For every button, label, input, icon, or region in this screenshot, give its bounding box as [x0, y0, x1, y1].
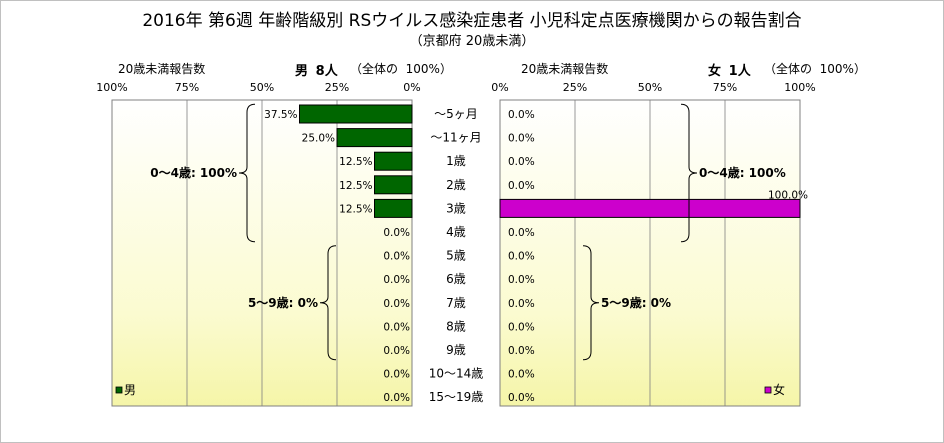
category-label: 9歳	[446, 343, 466, 357]
female-data-label: 0.0%	[508, 227, 535, 239]
male-group-label: 5～9歳: 0%	[248, 295, 318, 310]
left-tick-label: 50%	[250, 81, 274, 94]
category-label: 3歳	[446, 201, 466, 215]
male-group-brace	[238, 103, 256, 243]
right-tick-label: 0%	[491, 81, 508, 94]
male-data-label: 0.0%	[383, 345, 410, 357]
right-header-total-pct: 100%）	[819, 62, 866, 76]
male-group-brace	[319, 245, 337, 361]
female-data-label: 0.0%	[508, 321, 535, 333]
male-bar	[336, 128, 413, 148]
right-tick-label: 100%	[784, 81, 815, 94]
right-header-label: 20歳未満報告数	[521, 62, 609, 76]
left-header-total: （全体の 100%）	[350, 60, 452, 77]
female-data-label: 0.0%	[508, 133, 535, 145]
male-legend-label: 男	[124, 383, 136, 397]
right-tick-label: 50%	[638, 81, 662, 94]
category-label: 15～19歳	[429, 390, 484, 404]
female-group-brace	[582, 245, 600, 361]
category-label: 6歳	[446, 272, 466, 286]
chart-title: 2016年 第6週 年齢階級別 RSウイルス感染症患者 小児科定点医療機関からの…	[142, 11, 802, 31]
female-data-label: 0.0%	[508, 345, 535, 357]
left-tick-label: 100%	[96, 81, 127, 94]
male-bar	[374, 175, 413, 195]
male-data-label: 12.5%	[339, 180, 372, 192]
left-header-total-note: （全体の	[350, 62, 399, 76]
female-data-label: 0.0%	[508, 369, 535, 381]
category-label: 1歳	[446, 154, 466, 168]
category-label: 2歳	[446, 178, 466, 192]
female-data-label: 0.0%	[508, 109, 535, 121]
right-header-total: （全体の 100%）	[764, 60, 866, 77]
left-tick-label: 0%	[403, 81, 420, 94]
category-label: ～11ヶ月	[430, 131, 481, 145]
male-data-label: 12.5%	[339, 203, 372, 215]
category-label: 7歳	[446, 296, 466, 310]
female-data-label: 0.0%	[508, 180, 535, 192]
right-tick-label: 75%	[713, 81, 737, 94]
male-data-label: 25.0%	[302, 133, 335, 145]
female-data-label: 0.0%	[508, 251, 535, 263]
category-label: 5歳	[446, 249, 466, 263]
right-header-total-note: （全体の	[764, 62, 813, 76]
male-data-label: 0.0%	[383, 227, 410, 239]
category-label: 10～14歳	[429, 367, 484, 381]
left-tick-label: 25%	[325, 81, 349, 94]
left-header-sex: 男	[295, 64, 309, 79]
female-data-label: 100.0%	[768, 189, 808, 201]
male-legend-swatch	[115, 386, 123, 394]
male-bar	[299, 104, 413, 124]
male-group-label: 0～4歳: 100%	[150, 165, 237, 180]
right-header-sex: 女	[708, 64, 722, 79]
male-data-label: 0.0%	[383, 369, 410, 381]
male-data-label: 0.0%	[383, 392, 410, 404]
left-header-sex-count: 男 8人	[295, 60, 338, 79]
female-group-brace	[680, 103, 698, 243]
female-group-label: 0～4歳: 100%	[699, 165, 786, 180]
male-data-label: 0.0%	[383, 251, 410, 263]
category-label: 8歳	[446, 319, 466, 333]
left-header-total-pct: 100%）	[405, 62, 452, 76]
male-data-label: 0.0%	[383, 298, 410, 310]
female-data-label: 0.0%	[508, 274, 535, 286]
female-legend-label: 女	[773, 382, 785, 397]
female-data-label: 0.0%	[508, 156, 535, 168]
male-data-label: 37.5%	[264, 109, 297, 121]
male-bar	[374, 198, 413, 218]
female-legend-swatch	[764, 386, 772, 394]
category-label: 4歳	[446, 225, 466, 239]
chart-subtitle: （京都府 20歳未満）	[409, 34, 535, 49]
male-data-label: 12.5%	[339, 156, 372, 168]
female-data-label: 0.0%	[508, 298, 535, 310]
left-header-label: 20歳未満報告数	[118, 62, 206, 76]
male-data-label: 0.0%	[383, 274, 410, 286]
right-header-count: 1人	[728, 64, 751, 79]
female-group-label: 5～9歳: 0%	[601, 295, 671, 310]
category-label: ～5ヶ月	[434, 107, 478, 121]
right-header-sex-count: 女 1人	[708, 60, 751, 79]
male-bar	[374, 151, 413, 171]
left-header-count: 8人	[315, 64, 338, 79]
left-tick-label: 75%	[175, 81, 199, 94]
right-tick-label: 25%	[563, 81, 587, 94]
female-data-label: 0.0%	[508, 392, 535, 404]
female-bar	[499, 198, 801, 218]
male-data-label: 0.0%	[383, 321, 410, 333]
